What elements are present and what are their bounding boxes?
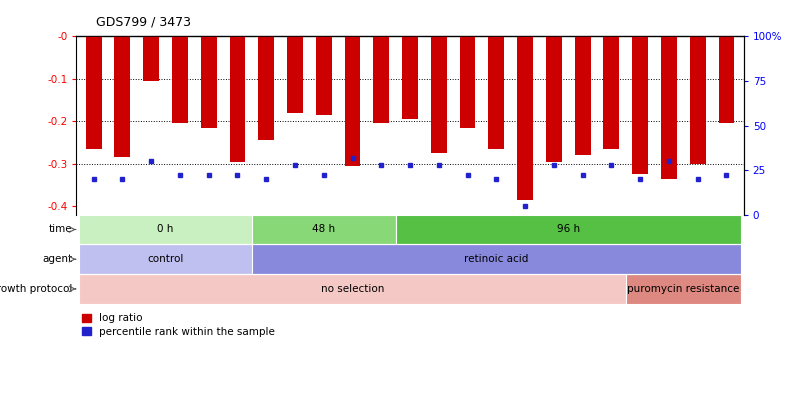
Bar: [316, 36, 332, 115]
Bar: [344, 36, 360, 166]
Text: retinoic acid: retinoic acid: [463, 254, 528, 264]
Text: no selection: no selection: [320, 284, 384, 294]
Bar: [287, 36, 303, 113]
Text: time: time: [48, 224, 72, 234]
Text: agent: agent: [42, 254, 72, 264]
Text: GDS799 / 3473: GDS799 / 3473: [96, 15, 191, 28]
Bar: [625, 274, 740, 304]
Bar: [660, 36, 676, 179]
Bar: [395, 215, 740, 244]
Text: 96 h: 96 h: [556, 224, 579, 234]
Bar: [251, 244, 740, 274]
Bar: [373, 36, 389, 124]
Bar: [114, 36, 130, 158]
Text: control: control: [147, 254, 184, 264]
Bar: [631, 36, 647, 174]
Bar: [459, 36, 475, 128]
Bar: [79, 215, 251, 244]
Bar: [718, 36, 733, 124]
Bar: [79, 274, 625, 304]
Bar: [545, 36, 561, 162]
Text: puromycin resistance: puromycin resistance: [626, 284, 739, 294]
Text: growth protocol: growth protocol: [0, 284, 72, 294]
Legend: log ratio, percentile rank within the sample: log ratio, percentile rank within the sa…: [81, 313, 275, 337]
Bar: [86, 36, 101, 149]
Bar: [603, 36, 618, 149]
Bar: [689, 36, 705, 164]
Bar: [402, 36, 418, 119]
Bar: [574, 36, 589, 155]
Bar: [430, 36, 446, 153]
Bar: [143, 36, 159, 81]
Text: 0 h: 0 h: [157, 224, 173, 234]
Bar: [230, 36, 245, 162]
Bar: [251, 215, 395, 244]
Bar: [172, 36, 188, 124]
Bar: [201, 36, 216, 128]
Bar: [79, 244, 251, 274]
Bar: [258, 36, 274, 141]
Bar: [516, 36, 532, 200]
Bar: [487, 36, 503, 149]
Text: 48 h: 48 h: [312, 224, 335, 234]
